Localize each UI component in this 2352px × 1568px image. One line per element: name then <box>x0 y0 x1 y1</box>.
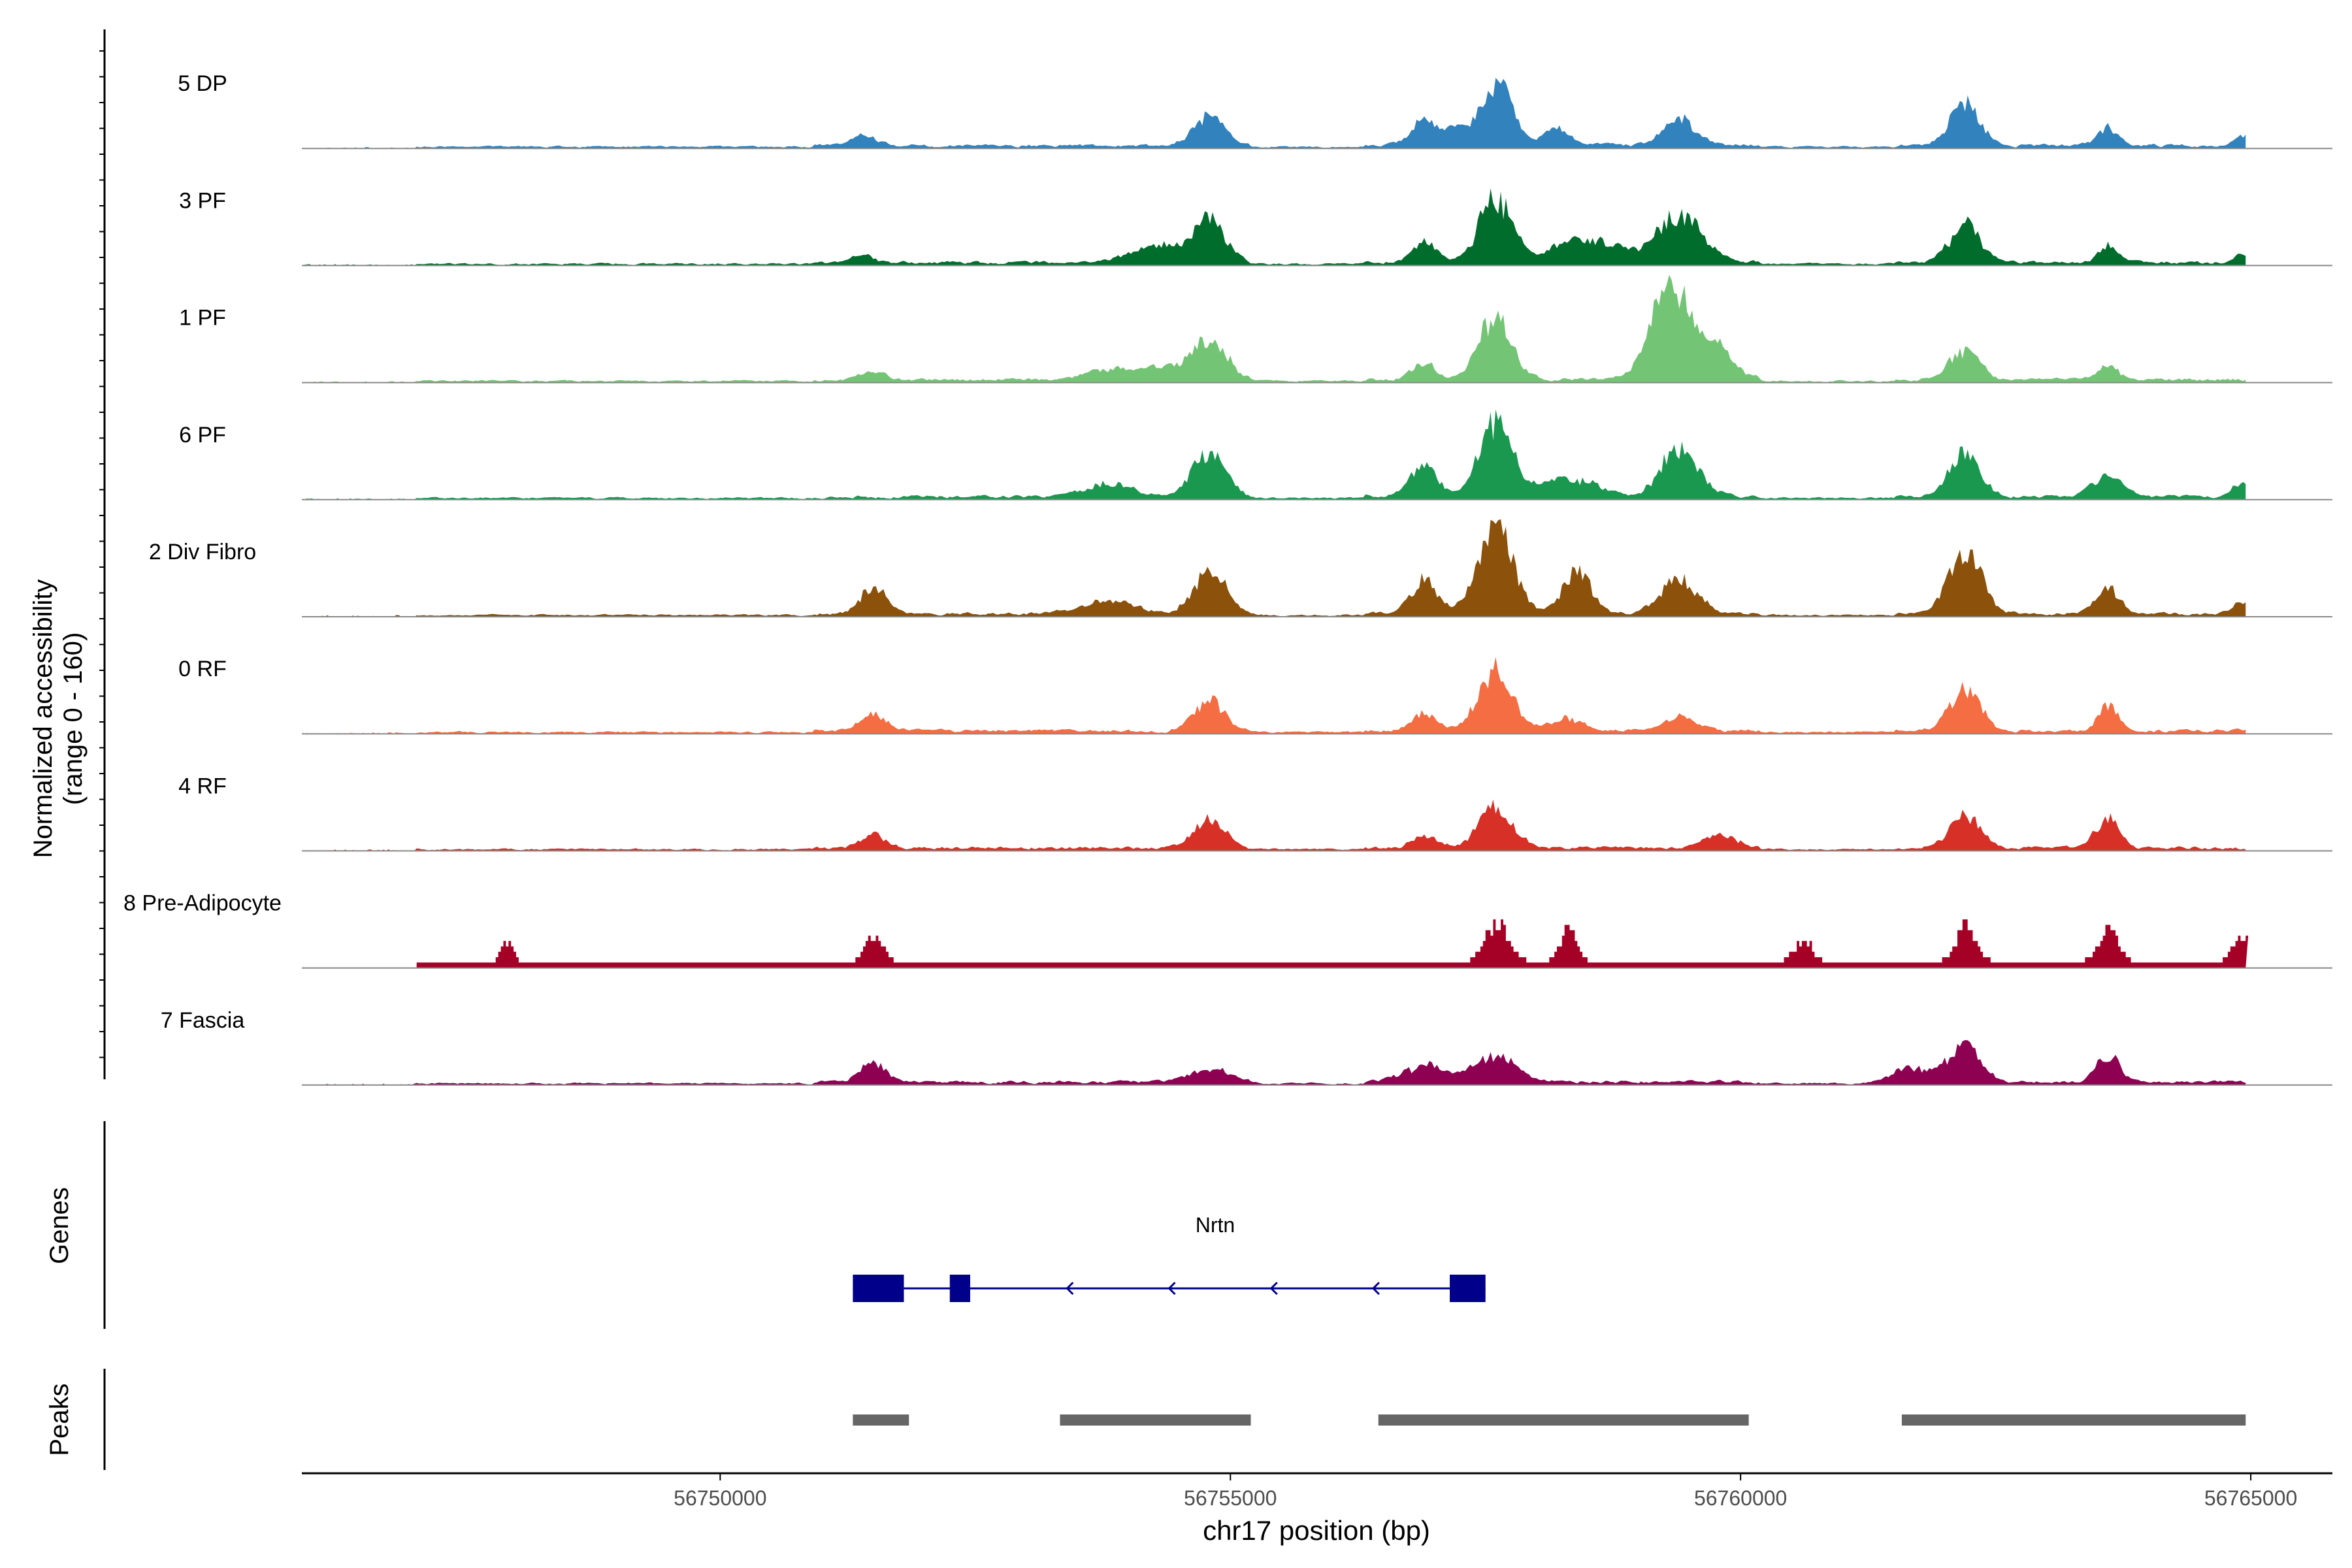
strand-arrow <box>1269 1281 1278 1296</box>
strand-arrow <box>1168 1281 1176 1296</box>
strand-arrow <box>1066 1281 1074 1296</box>
track-label: 1 PF <box>179 306 226 331</box>
y-axis-title-line1: Normalized accessibility <box>29 580 57 858</box>
strand-arrow <box>1371 1281 1380 1296</box>
gene-exon <box>853 1275 904 1302</box>
track-label: 7 Fascia <box>161 1008 245 1033</box>
peak-region <box>853 1414 909 1426</box>
track-labels: 5 DP 3 PF 1 PF 6 PF 2 Div Fibro 0 RF 4 RF 8 Pre… <box>123 71 282 1033</box>
track-label: 8 Pre-Adipocyte <box>123 891 282 916</box>
coverage-area <box>302 274 2246 383</box>
track-label: 0 RF <box>178 657 227 681</box>
coverage-area <box>302 919 2249 968</box>
left-axes <box>99 29 106 1470</box>
coverage-area <box>302 657 2246 734</box>
gene-exon <box>1450 1275 1486 1302</box>
gene-exon <box>949 1275 970 1302</box>
x-tick-label: 56765000 <box>2204 1486 2297 1510</box>
x-tick-label: 56760000 <box>1694 1486 1787 1510</box>
track-label: 5 DP <box>178 71 227 96</box>
coverage-area <box>302 1040 2246 1085</box>
track-label: 4 RF <box>178 774 227 798</box>
coverage-area <box>302 188 2246 266</box>
y-axis-title-line2: (range 0 - 160) <box>59 632 88 806</box>
coverage-area <box>302 519 2246 617</box>
peak-track <box>853 1414 2246 1426</box>
genes-axis-title: Genes <box>45 1187 74 1264</box>
gene-track <box>853 1275 1486 1302</box>
peaks-axis-title: Peaks <box>45 1383 74 1456</box>
x-axis-title: chr17 position (bp) <box>1203 1515 1430 1546</box>
x-axis: 56750000 56755000 56760000 56765000 <box>302 1472 2332 1510</box>
coverage-area <box>302 409 2246 500</box>
peak-region <box>1378 1414 1749 1426</box>
track-label: 2 Div Fibro <box>149 540 256 564</box>
x-tick-label: 56755000 <box>1184 1486 1277 1510</box>
coverage-tracks <box>302 78 2332 1086</box>
track-label: 6 PF <box>179 423 226 448</box>
x-tick-label: 56750000 <box>674 1486 766 1510</box>
gene-name-label: Nrtn <box>1196 1213 1235 1237</box>
coverage-area <box>302 799 2246 851</box>
peak-region <box>1901 1414 2246 1426</box>
track-label: 3 PF <box>179 188 226 213</box>
coverage-area <box>302 78 2246 149</box>
peak-region <box>1060 1414 1251 1426</box>
